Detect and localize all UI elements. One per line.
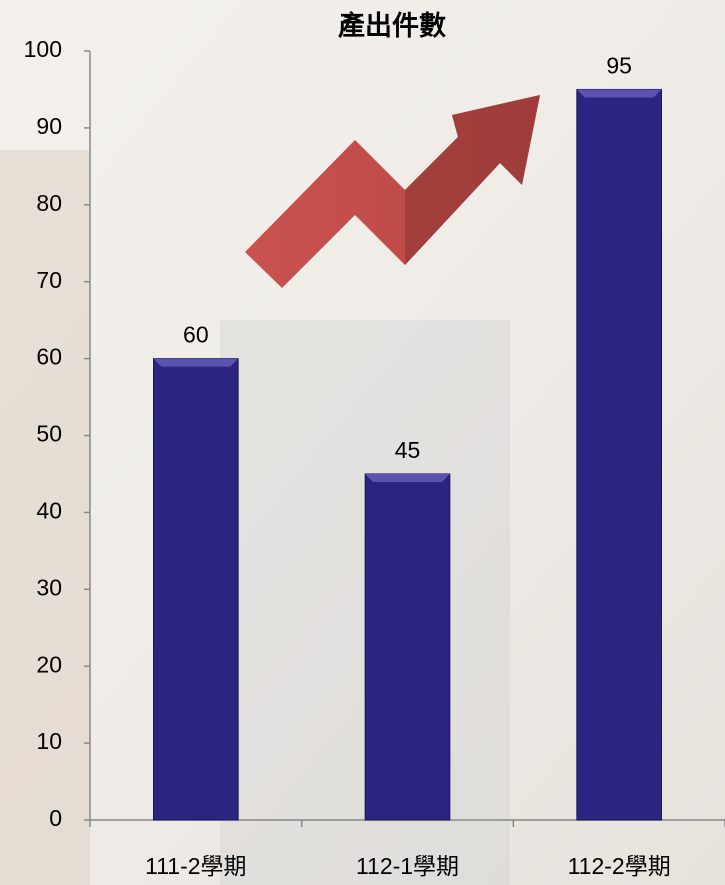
bar bbox=[153, 358, 239, 821]
data-label: 60 bbox=[183, 322, 209, 348]
background-building bbox=[0, 150, 90, 885]
y-tick-label: 10 bbox=[36, 728, 62, 754]
bar bbox=[364, 473, 451, 821]
y-tick-label: 50 bbox=[36, 421, 62, 447]
x-tick-label: 111-2學期 bbox=[145, 853, 246, 879]
data-label: 95 bbox=[606, 53, 632, 79]
y-tick-label: 80 bbox=[36, 190, 62, 216]
y-tick-label: 0 bbox=[49, 805, 62, 831]
chart-title: 產出件數 bbox=[338, 10, 446, 41]
bar-bevel bbox=[153, 358, 239, 367]
decorative-arrow-shade bbox=[405, 95, 540, 265]
bar-bevel bbox=[576, 89, 662, 98]
x-tick-label: 112-2學期 bbox=[568, 853, 671, 879]
data-label: 45 bbox=[395, 437, 421, 463]
y-tick-label: 40 bbox=[36, 497, 62, 523]
bar bbox=[576, 88, 662, 821]
bar-bevel bbox=[365, 473, 450, 482]
y-tick-label: 70 bbox=[36, 267, 62, 293]
y-tick-label: 100 bbox=[24, 36, 62, 62]
y-tick-label: 20 bbox=[36, 651, 62, 677]
y-tick-label: 30 bbox=[36, 574, 62, 600]
y-tick-label: 60 bbox=[36, 344, 62, 370]
x-tick-label: 112-1學期 bbox=[356, 853, 459, 879]
y-tick-label: 90 bbox=[36, 113, 62, 139]
